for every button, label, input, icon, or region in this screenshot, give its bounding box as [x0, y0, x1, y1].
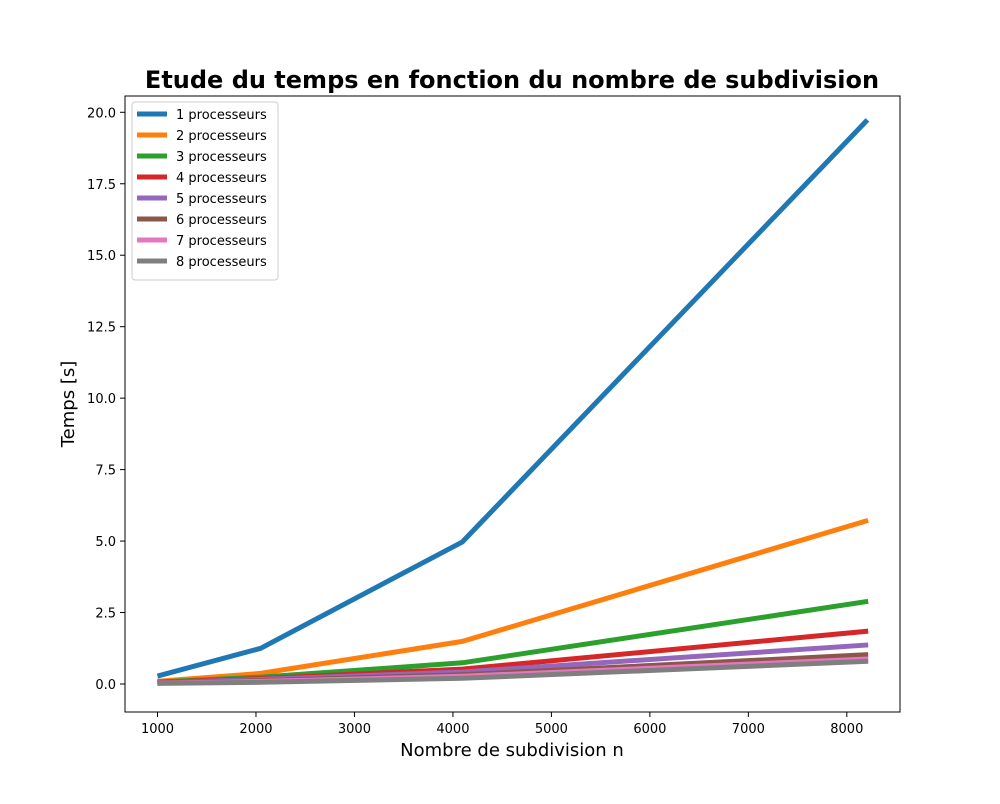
x-tick-label: 8000 — [830, 722, 863, 737]
y-tick-label: 15.0 — [87, 249, 116, 264]
legend-label: 5 processeurs — [176, 192, 267, 207]
series-line-1-processeurs — [156, 118, 870, 679]
y-axis-label: Temps [s] — [58, 361, 79, 449]
legend-label: 4 processeurs — [176, 171, 267, 186]
plot-area: 1000 2000 3000 4000 5000 6000 7000 8000 0.0 2.5 5.… — [87, 95, 901, 737]
x-tick-label: 4000 — [436, 722, 469, 737]
y-tick-label: 12.5 — [87, 321, 116, 336]
x-tick-label: 7000 — [732, 722, 765, 737]
x-tick-label: 6000 — [633, 722, 666, 737]
x-axis-label: Nombre de subdivision n — [400, 740, 624, 761]
x-tick-label: 1000 — [141, 722, 174, 737]
series-lines — [156, 118, 870, 686]
legend-label: 7 processeurs — [176, 234, 267, 249]
y-tick-label: 5.0 — [95, 535, 116, 550]
legend-box — [131, 101, 279, 281]
y-tick-label: 20.0 — [87, 106, 116, 121]
legend-label: 1 processeurs — [176, 108, 267, 123]
legend-label: 6 processeurs — [176, 213, 267, 228]
chart-title: Etude du temps en fonction du nombre de … — [145, 66, 879, 94]
y-tick-label: 10.0 — [87, 392, 116, 407]
x-tick-label: 3000 — [338, 722, 371, 737]
legend-label: 3 processeurs — [176, 150, 267, 165]
legend: 1 processeurs 2 processeurs 3 processeurs 4… — [131, 101, 279, 281]
x-tick-label: 5000 — [535, 722, 568, 737]
legend-label: 8 processeurs — [176, 255, 267, 270]
plot-frame — [124, 95, 901, 713]
y-tick-label: 2.5 — [95, 607, 116, 622]
x-tick-label: 2000 — [239, 722, 272, 737]
y-tick-label: 17.5 — [87, 178, 116, 193]
series-line-8-processeurs — [157, 658, 869, 686]
legend-label: 2 processeurs — [176, 129, 267, 144]
y-tick-label: 0.0 — [95, 678, 116, 693]
y-tick-label: 7.5 — [95, 464, 116, 479]
